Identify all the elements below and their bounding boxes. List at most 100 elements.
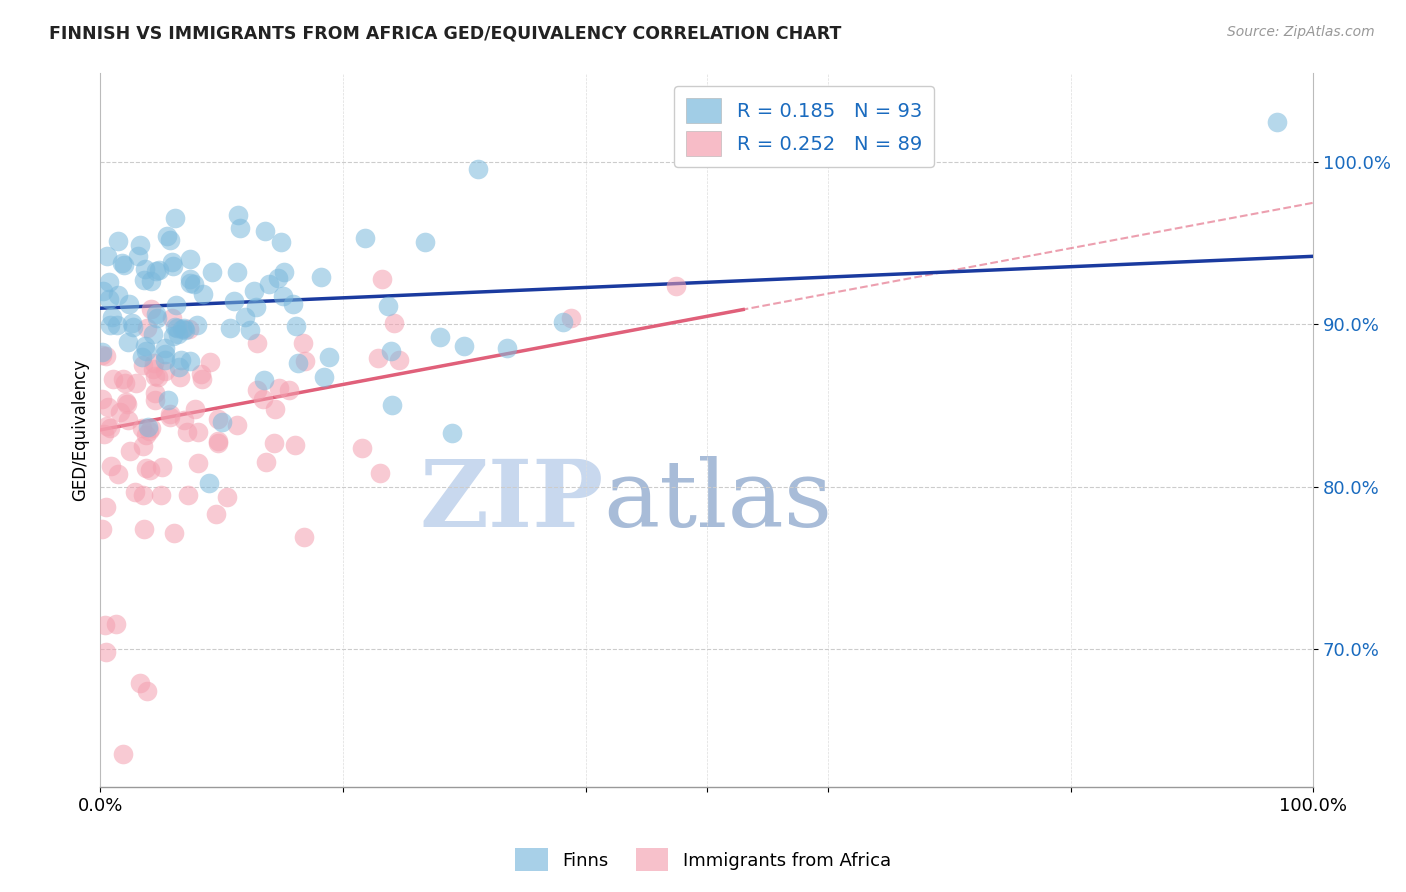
Point bbox=[111, 256, 134, 270]
Point bbox=[159, 233, 181, 247]
Point bbox=[246, 335, 269, 350]
Point bbox=[94, 617, 117, 632]
Point bbox=[145, 264, 167, 278]
Point bbox=[191, 372, 214, 386]
Point bbox=[179, 272, 201, 286]
Point bbox=[318, 351, 340, 365]
Point bbox=[162, 255, 184, 269]
Point bbox=[267, 271, 290, 285]
Point bbox=[153, 364, 176, 378]
Point bbox=[225, 265, 247, 279]
Point bbox=[128, 238, 150, 252]
Point bbox=[159, 410, 181, 425]
Point bbox=[367, 351, 389, 365]
Point bbox=[165, 320, 187, 334]
Point bbox=[243, 284, 266, 298]
Point bbox=[134, 262, 156, 277]
Point bbox=[159, 407, 181, 421]
Point bbox=[139, 301, 162, 316]
Point bbox=[155, 341, 177, 355]
Point bbox=[162, 259, 184, 273]
Point bbox=[97, 400, 120, 414]
Point bbox=[219, 321, 242, 335]
Point bbox=[146, 310, 169, 325]
Point bbox=[141, 274, 163, 288]
Point bbox=[253, 224, 276, 238]
Point bbox=[233, 310, 256, 324]
Point bbox=[294, 354, 316, 368]
Point bbox=[187, 425, 209, 439]
Point bbox=[377, 299, 399, 313]
Point bbox=[150, 488, 173, 502]
Point bbox=[177, 488, 200, 502]
Point bbox=[453, 339, 475, 353]
Point bbox=[193, 286, 215, 301]
Point bbox=[127, 249, 149, 263]
Point bbox=[124, 376, 146, 390]
Legend: Finns, Immigrants from Africa: Finns, Immigrants from Africa bbox=[508, 841, 898, 879]
Point bbox=[467, 161, 489, 176]
Point bbox=[226, 418, 249, 433]
Point bbox=[207, 435, 229, 450]
Point bbox=[148, 262, 170, 277]
Point bbox=[186, 318, 208, 333]
Point bbox=[138, 425, 160, 439]
Point bbox=[94, 349, 117, 363]
Point bbox=[136, 420, 159, 434]
Point bbox=[166, 321, 188, 335]
Point bbox=[224, 293, 246, 308]
Point bbox=[167, 326, 190, 341]
Point bbox=[107, 288, 129, 302]
Point bbox=[132, 488, 155, 502]
Point bbox=[132, 273, 155, 287]
Point bbox=[277, 383, 299, 397]
Point bbox=[211, 415, 233, 429]
Point bbox=[121, 316, 143, 330]
Point bbox=[96, 418, 118, 433]
Point bbox=[179, 252, 201, 267]
Point bbox=[413, 235, 436, 249]
Point bbox=[105, 617, 128, 632]
Point bbox=[131, 350, 153, 364]
Point bbox=[1265, 114, 1288, 128]
Point bbox=[173, 320, 195, 334]
Point bbox=[271, 289, 294, 303]
Point bbox=[291, 336, 314, 351]
Point bbox=[284, 319, 307, 334]
Text: ZIP: ZIP bbox=[419, 457, 603, 546]
Point bbox=[142, 326, 165, 341]
Point bbox=[115, 395, 138, 409]
Point bbox=[381, 397, 404, 411]
Point bbox=[135, 461, 157, 475]
Point bbox=[107, 234, 129, 248]
Point bbox=[370, 272, 392, 286]
Point bbox=[98, 318, 121, 332]
Point bbox=[156, 392, 179, 407]
Y-axis label: GED/Equivalency: GED/Equivalency bbox=[72, 359, 89, 501]
Legend: R = 0.185   N = 93, R = 0.252   N = 89: R = 0.185 N = 93, R = 0.252 N = 89 bbox=[675, 87, 934, 168]
Point bbox=[172, 322, 194, 336]
Point bbox=[132, 439, 155, 453]
Point bbox=[139, 462, 162, 476]
Text: Source: ZipAtlas.com: Source: ZipAtlas.com bbox=[1227, 25, 1375, 39]
Point bbox=[118, 297, 141, 311]
Point bbox=[177, 322, 200, 336]
Point bbox=[124, 485, 146, 500]
Point bbox=[135, 343, 157, 358]
Point bbox=[145, 307, 167, 321]
Point bbox=[101, 310, 124, 324]
Point bbox=[150, 459, 173, 474]
Point bbox=[97, 275, 120, 289]
Point bbox=[139, 420, 162, 434]
Point bbox=[145, 385, 167, 400]
Point bbox=[112, 747, 135, 762]
Point bbox=[98, 421, 121, 435]
Point bbox=[254, 455, 277, 469]
Point bbox=[429, 330, 451, 344]
Point bbox=[118, 443, 141, 458]
Point bbox=[198, 355, 221, 369]
Point bbox=[114, 376, 136, 391]
Point bbox=[128, 675, 150, 690]
Text: atlas: atlas bbox=[603, 457, 832, 546]
Point bbox=[352, 442, 374, 456]
